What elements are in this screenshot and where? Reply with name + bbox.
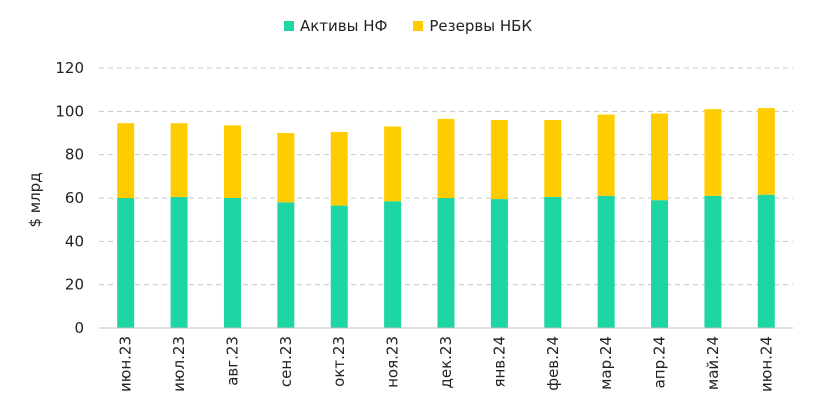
bar-segment-reserves [597, 114, 615, 196]
x-tick-label: авг.23 [223, 336, 241, 386]
legend-item-assets: Активы НФ [283, 17, 388, 35]
legend-label-reserves: Резервы НБК [429, 17, 533, 35]
bar-segment-assets [597, 195, 615, 328]
y-tick-label: 20 [65, 276, 84, 294]
bar-segment-assets [330, 205, 348, 328]
y-tick-label: 0 [74, 319, 84, 337]
bar-segment-reserves [170, 123, 188, 197]
x-tick-label: апр.24 [651, 336, 669, 388]
bar-segment-reserves [651, 113, 669, 201]
bar-segment-reserves [544, 120, 562, 197]
chart-legend: Активы НФ Резервы НБК [0, 17, 816, 35]
bar-segment-reserves [490, 120, 508, 200]
x-tick-label: дек.23 [437, 336, 455, 389]
bar-segment-assets [223, 198, 241, 328]
bar-segment-reserves [277, 133, 295, 203]
bar-segment-reserves [704, 109, 722, 196]
bars [117, 108, 775, 328]
legend-swatch-reserves [413, 21, 424, 31]
legend-swatch-assets [283, 21, 294, 31]
bar-segment-assets [277, 202, 295, 328]
bar-segment-assets [757, 194, 775, 328]
y-tick-label: 120 [55, 59, 84, 77]
x-tick-label: янв.24 [490, 336, 508, 388]
y-axis-label: $ млрд [26, 172, 44, 227]
y-tick-label: 60 [65, 189, 84, 207]
x-tick-label: окт.23 [330, 336, 348, 387]
x-tick-label: июл.23 [170, 336, 188, 392]
x-tick-label: ноя.23 [384, 336, 402, 388]
y-tick-label: 80 [65, 146, 84, 164]
bar-segment-assets [490, 199, 508, 328]
bar-segment-assets [117, 198, 135, 328]
bar-segment-assets [384, 201, 402, 328]
x-tick-label: мар.24 [597, 336, 615, 390]
bar-segment-assets [437, 198, 455, 328]
bar-segment-assets [544, 196, 562, 328]
x-tick-label: фев.24 [544, 336, 562, 391]
x-tick-label: июн.24 [757, 336, 775, 392]
bar-segment-reserves [384, 126, 402, 202]
bar-segment-assets [704, 195, 722, 328]
bar-segment-assets [651, 200, 669, 328]
legend-item-reserves: Резервы НБК [413, 17, 532, 35]
y-tick-label: 100 [55, 102, 84, 120]
x-tick-label: июн.23 [117, 336, 135, 392]
axes: 0 20 40 60 80 100 120 июн.23 июл.23 авг.23 сен.23 о… [55, 59, 793, 392]
bar-segment-reserves [757, 108, 775, 195]
x-tick-label: май.24 [704, 336, 722, 390]
legend-label-assets: Активы НФ [299, 17, 388, 35]
bar-segment-reserves [437, 118, 455, 198]
bar-segment-assets [170, 196, 188, 328]
bar-segment-reserves [117, 123, 135, 198]
bar-segment-reserves [223, 125, 241, 198]
x-tick-label: сен.23 [277, 336, 295, 387]
y-tick-label: 40 [65, 232, 84, 250]
bar-segment-reserves [330, 131, 348, 206]
